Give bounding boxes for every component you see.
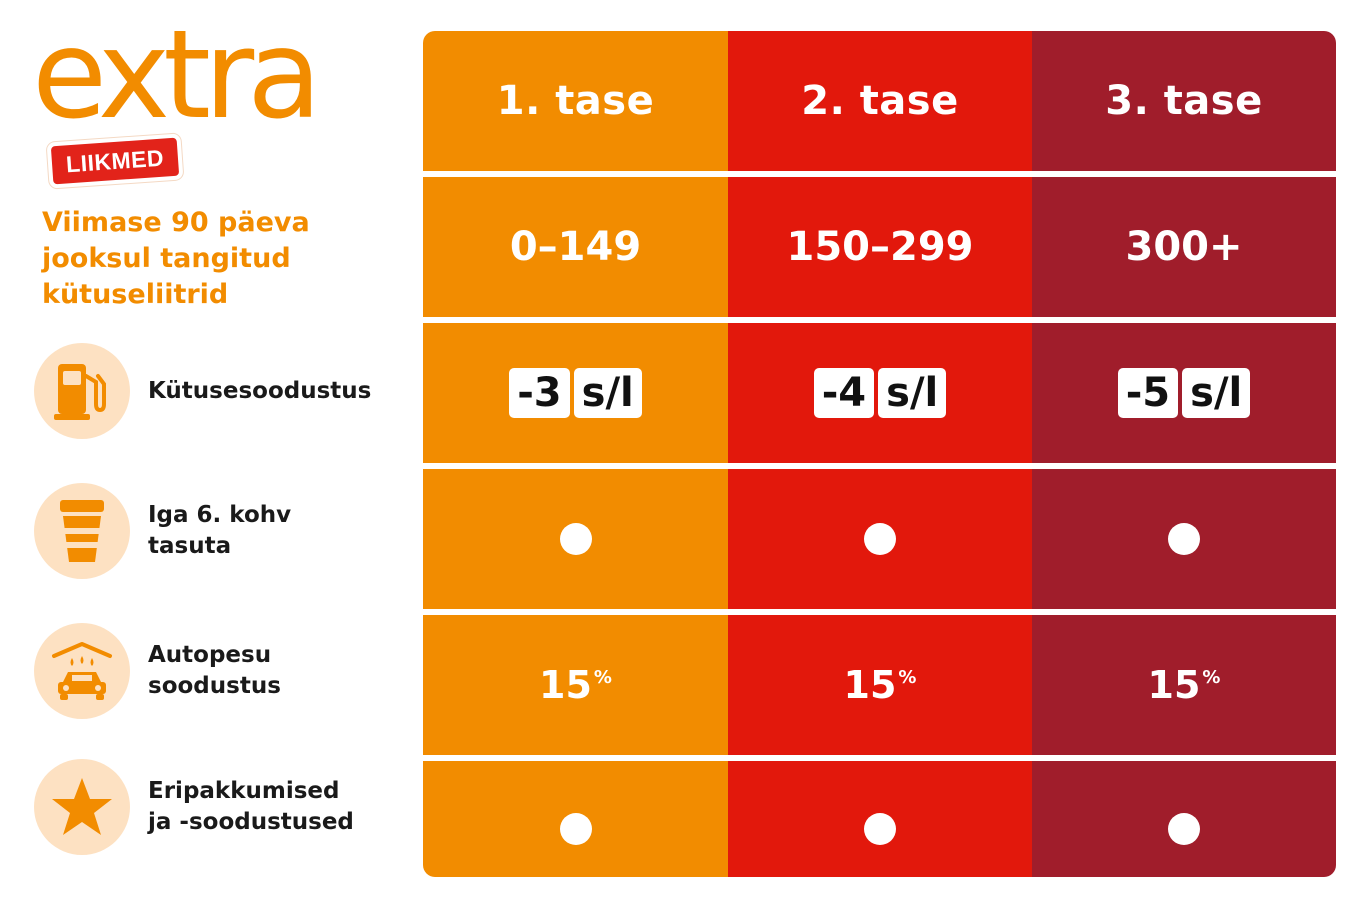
discount-unit: s/l — [878, 368, 947, 418]
included-dot-icon — [559, 813, 592, 845]
tier-1-offers — [423, 761, 728, 877]
tier-3-fuel-discount: -5 s/l — [1032, 323, 1336, 463]
tier-3-offers — [1032, 761, 1336, 877]
feature-free-coffee: Iga 6. kohv tasuta — [34, 483, 414, 579]
feature-fuel-discount: Kütusesoodustus — [34, 343, 414, 439]
tier-table: 1. tase 2. tase 3. tase 0–149 150–299 30… — [423, 31, 1336, 877]
included-dot-icon — [1168, 523, 1200, 555]
carwash-value: 15 — [1147, 663, 1201, 707]
tier-1-carwash: 15% — [423, 615, 728, 755]
tier-1-range: 0–149 — [423, 177, 728, 317]
feature-car-wash: Autopesu soodustus — [34, 623, 414, 719]
tier-2-offers — [728, 761, 1032, 877]
tier-1-fuel-discount: -3 s/l — [423, 323, 728, 463]
tier-2-coffee — [728, 469, 1032, 609]
discount-unit: s/l — [1182, 368, 1251, 418]
tier-2-range: 150–299 — [728, 177, 1032, 317]
tier-3-range: 300+ — [1032, 177, 1336, 317]
feature-label: Iga 6. kohv tasuta — [148, 502, 292, 559]
tier-2-fuel-discount: -4 s/l — [728, 323, 1032, 463]
logo-badge: LIIKMED — [46, 133, 184, 189]
carwash-unit: % — [898, 667, 917, 688]
included-dot-icon — [559, 523, 592, 555]
discount-unit: s/l — [573, 368, 642, 418]
star-icon — [34, 759, 130, 855]
tier-1-coffee — [423, 469, 728, 609]
discount-value: -5 — [1117, 368, 1179, 418]
tier-1-header: 1. tase — [423, 31, 728, 171]
carwash-value: 15 — [539, 663, 592, 707]
discount-value: -3 — [509, 368, 570, 418]
included-dot-icon — [1168, 813, 1200, 845]
included-dot-icon — [864, 523, 896, 555]
tier-3-header: 3. tase — [1032, 31, 1336, 171]
included-dot-icon — [864, 813, 896, 845]
carwash-unit: % — [1202, 667, 1221, 688]
tier-3-coffee — [1032, 469, 1336, 609]
extra-logo: extra LIIKMED — [30, 14, 340, 189]
car-wash-icon — [34, 623, 130, 719]
feature-label: Eripakkumised ja -soodustused — [148, 778, 354, 835]
carwash-value: 15 — [843, 663, 897, 707]
tier-2-carwash: 15% — [728, 615, 1032, 755]
logo-word: extra — [32, 4, 322, 146]
coffee-cup-icon — [34, 483, 130, 579]
carwash-unit: % — [593, 667, 612, 688]
tier-2-header: 2. tase — [728, 31, 1032, 171]
intro-text: Viimase 90 päeva jooksul tangitud kütuse… — [42, 207, 310, 310]
feature-label: Kütusesoodustus — [148, 377, 372, 404]
tier-3-carwash: 15% — [1032, 615, 1336, 755]
discount-value: -4 — [813, 368, 875, 418]
feature-special-offers: Eripakkumised ja -soodustused — [34, 759, 414, 855]
feature-label: Autopesu soodustus — [148, 642, 281, 699]
fuel-pump-icon — [34, 343, 130, 439]
